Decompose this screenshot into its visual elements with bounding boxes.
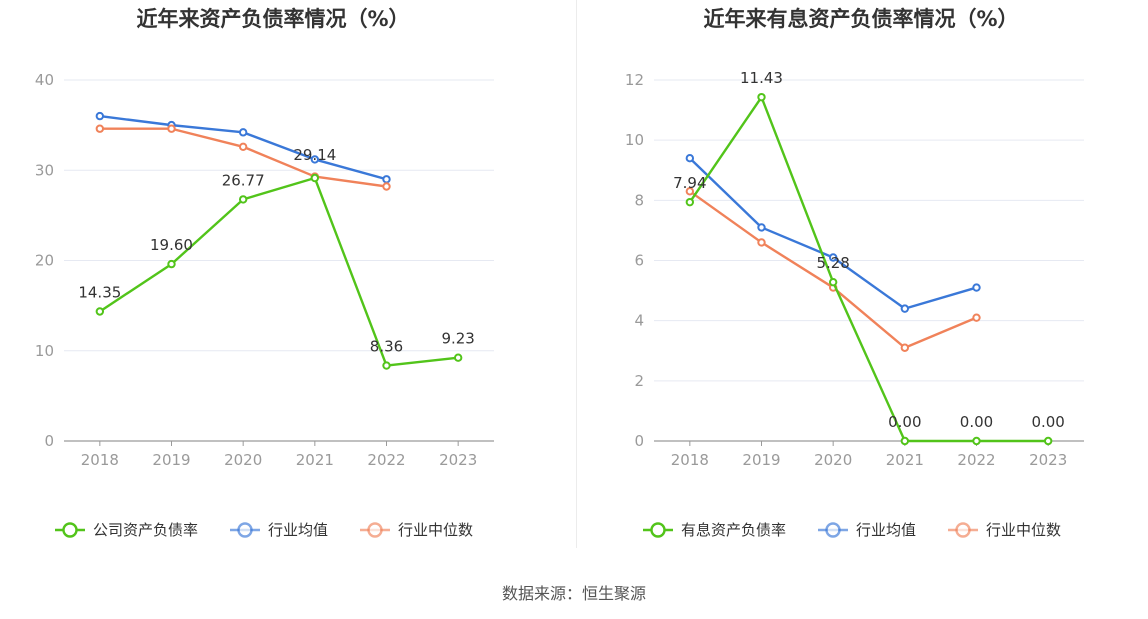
- x-tick-label: 2023: [439, 451, 477, 469]
- data-point-company: [757, 92, 766, 102]
- interest-debt-ratio-chart: 近年来有息资产负债率情况（%） 0 2 4 6 8 10 12 2018 2019 2020 2021…: [625, 7, 1084, 539]
- data-point-industry_avg: [900, 304, 910, 313]
- data-point-company: [238, 195, 248, 204]
- x-tick-label: 2018: [81, 451, 119, 469]
- chart-panel-interest-debt-ratio: 近年来有息资产负债率情况（%） 0 2 4 6 8 10 12 2018 2019 2020 2021…: [574, 0, 1148, 560]
- legend-label: 行业均值: [856, 521, 916, 539]
- x-tick-label: 2022: [957, 451, 995, 469]
- data-point-industry_avg: [382, 175, 391, 184]
- data-point-company: [453, 353, 463, 362]
- data-point-company: [972, 436, 981, 446]
- legend-label: 行业中位数: [986, 521, 1061, 539]
- y-tick-label: 0: [44, 432, 54, 450]
- chart-title: 近年来资产负债率情况（%）: [136, 7, 409, 31]
- legend-marker-industry_median: [367, 522, 383, 538]
- data-label: 0.00: [888, 413, 921, 431]
- x-tick-label: 2019: [152, 451, 190, 469]
- data-source-note: 数据来源：恒生聚源: [501, 584, 646, 603]
- x-tick-label: 2020: [224, 451, 262, 469]
- legend-marker-company: [650, 522, 666, 538]
- legend-marker-industry_avg: [825, 522, 841, 538]
- data-point-industry_median: [238, 142, 248, 151]
- data-point-industry_avg: [310, 155, 320, 164]
- x-tick-label: 2021: [296, 451, 334, 469]
- x-tick-label: 2022: [367, 451, 405, 469]
- data-point-industry_avg: [238, 128, 248, 137]
- data-label: 8.36: [370, 338, 403, 356]
- y-tick-label: 12: [625, 71, 644, 89]
- data-point-industry_median: [757, 238, 766, 247]
- data-point-company: [1043, 436, 1053, 446]
- legend-label: 行业中位数: [398, 521, 473, 539]
- y-tick-label: 40: [35, 71, 54, 89]
- data-label: 7.94: [673, 174, 706, 192]
- data-point-company: [685, 197, 695, 207]
- y-tick-label: 10: [625, 131, 644, 149]
- y-tick-label: 4: [634, 312, 644, 330]
- data-label: 19.60: [150, 236, 193, 254]
- chart-title: 近年来有息资产负债率情况（%）: [703, 7, 1018, 31]
- panel-divider: [576, 0, 577, 548]
- y-tick-label: 30: [35, 161, 54, 179]
- y-tick-label: 0: [634, 432, 644, 450]
- data-point-industry_median: [900, 343, 910, 352]
- y-tick-label: 2: [634, 372, 644, 390]
- data-point-company: [900, 436, 910, 446]
- x-tick-label: 2021: [886, 451, 924, 469]
- legend-label: 公司资产负债率: [93, 521, 198, 539]
- data-point-industry_avg: [972, 283, 981, 292]
- data-label: 29.14: [293, 146, 336, 164]
- x-tick-label: 2018: [671, 451, 709, 469]
- data-point-company: [167, 259, 176, 269]
- legend-label: 行业均值: [268, 521, 328, 539]
- data-point-industry_median: [972, 313, 981, 322]
- legend-marker-company: [62, 522, 78, 538]
- data-label: 0.00: [1031, 413, 1064, 431]
- data-point-industry_avg: [828, 253, 838, 262]
- data-point-industry_avg: [95, 111, 105, 121]
- data-point-industry_avg: [757, 223, 766, 232]
- data-point-industry_median: [95, 124, 105, 133]
- x-tick-label: 2019: [742, 451, 780, 469]
- legend-marker-industry_median: [955, 522, 971, 538]
- data-point-industry_median: [382, 182, 391, 191]
- x-tick-label: 2020: [814, 451, 852, 469]
- y-tick-label: 8: [634, 191, 644, 209]
- data-point-company: [382, 361, 391, 370]
- y-tick-label: 6: [634, 252, 644, 270]
- data-label: 14.35: [78, 283, 121, 301]
- legend-label: 有息资产负债率: [681, 521, 786, 539]
- y-tick-label: 10: [35, 342, 54, 360]
- x-tick-label: 2023: [1029, 451, 1067, 469]
- data-label: 11.43: [740, 69, 783, 87]
- data-point-company: [95, 307, 105, 316]
- y-tick-label: 20: [35, 252, 54, 270]
- data-label: 5.28: [816, 254, 849, 272]
- debt-ratio-chart: 近年来资产负债率情况（%） 0 10 20 30 40 2018 2019 2020 2021 20…: [35, 7, 494, 539]
- series-line-company: [688, 95, 1049, 443]
- chart-panel-debt-ratio: 近年来资产负债率情况（%） 0 10 20 30 40 2018 2019 2020 2021 20…: [0, 0, 574, 560]
- legend-marker-industry_avg: [237, 522, 253, 538]
- data-label: 9.23: [441, 330, 474, 348]
- data-point-company: [828, 277, 838, 287]
- series-line-company: [99, 176, 459, 367]
- data-point-industry_median: [685, 187, 695, 196]
- data-label: 26.77: [222, 171, 265, 189]
- data-label: 0.00: [960, 413, 993, 431]
- data-point-industry_median: [167, 124, 176, 133]
- data-point-company: [310, 173, 320, 183]
- data-point-industry_avg: [685, 154, 695, 163]
